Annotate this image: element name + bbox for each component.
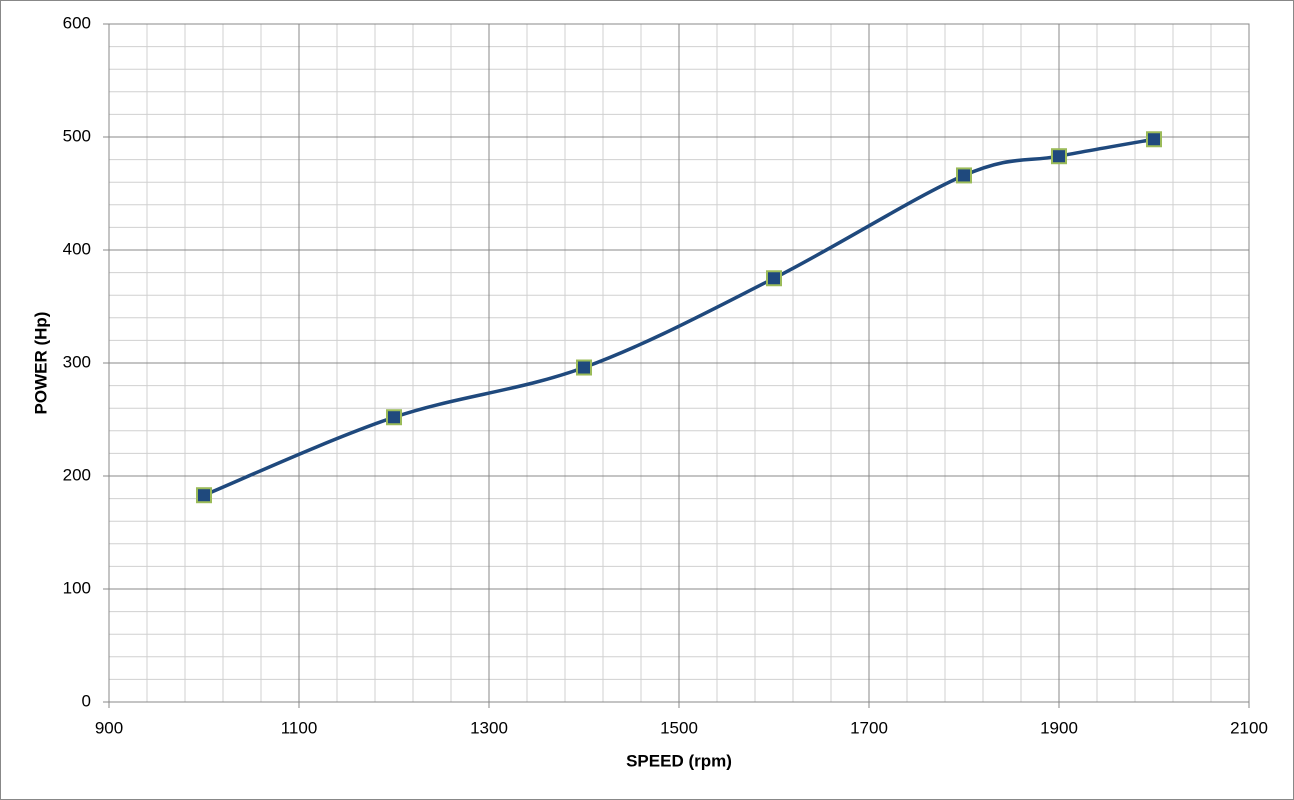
marker <box>196 487 212 504</box>
marker <box>1146 131 1162 148</box>
x-tick-label: 2100 <box>1230 718 1268 737</box>
marker <box>956 167 972 184</box>
marker <box>576 359 592 376</box>
x-tick-label: 1900 <box>1040 718 1078 737</box>
x-axis-title: SPEED (rpm) <box>626 751 732 770</box>
x-tick-label: 1100 <box>281 718 318 737</box>
marker <box>766 270 782 287</box>
y-tick-label: 300 <box>63 352 91 371</box>
y-tick-label: 500 <box>63 126 91 145</box>
plot-border <box>108 23 1250 703</box>
y-axis-title: POWER (Hp) <box>31 312 50 415</box>
x-tick-label: 1700 <box>850 718 888 737</box>
marker <box>386 409 402 426</box>
x-tick-label: 1500 <box>660 718 698 737</box>
y-tick-label: 400 <box>63 239 91 258</box>
y-tick-label: 600 <box>63 13 91 32</box>
y-tick-label: 100 <box>63 578 91 597</box>
marker <box>1051 148 1067 165</box>
x-tick-label: 1300 <box>470 718 508 737</box>
y-tick-label: 200 <box>63 465 91 484</box>
x-tick-label: 900 <box>95 718 123 737</box>
y-tick-label: 0 <box>82 691 91 710</box>
